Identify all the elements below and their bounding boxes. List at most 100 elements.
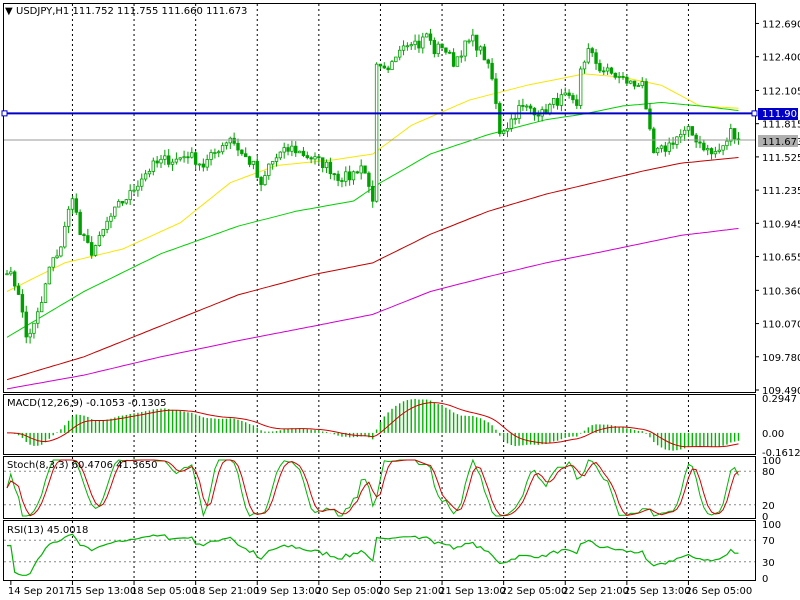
candle-body — [363, 165, 367, 174]
panel-frames — [3, 3, 756, 581]
candle-body — [555, 98, 560, 106]
candle-body — [97, 235, 102, 246]
time-tick-label: 22 Sep 05:00 — [501, 586, 568, 597]
candle-body — [344, 171, 348, 182]
stoch-title: Stoch(8,3,3) 60.4706 41.3650 — [7, 460, 158, 471]
candle-body — [725, 140, 729, 147]
candle-body — [213, 152, 217, 154]
candle-body — [136, 185, 140, 191]
candle-body — [629, 80, 633, 84]
candle-body — [494, 78, 498, 104]
candle-body — [270, 161, 275, 165]
candle-body — [240, 149, 244, 155]
time-tick-label: 15 Sep 13:00 — [69, 586, 136, 597]
candle-body — [652, 128, 656, 154]
candle-body — [486, 59, 490, 64]
candle-body — [20, 294, 25, 313]
candle-body — [209, 152, 213, 160]
candle-body — [405, 45, 410, 48]
candle-body — [709, 148, 714, 155]
rsi-tick-label: 0 — [762, 574, 768, 585]
candle-body — [528, 105, 533, 109]
candle-body — [432, 40, 437, 55]
stoch-signal-line — [6, 459, 739, 517]
rsi-tick-label: 70 — [762, 536, 775, 547]
candle-body — [732, 128, 737, 140]
candle-body — [182, 156, 186, 159]
candle-body — [159, 158, 163, 164]
candle-body — [9, 271, 13, 275]
candle-body — [679, 133, 683, 138]
candle-body — [436, 43, 440, 55]
candle-body — [682, 129, 687, 135]
candle-body — [367, 172, 371, 187]
candle-body — [193, 152, 198, 165]
candle-body — [297, 150, 302, 154]
candle-body — [690, 126, 694, 136]
candle-body — [613, 72, 617, 78]
candle-body — [78, 211, 82, 235]
candle-body — [667, 142, 671, 152]
candle-body — [598, 63, 602, 72]
candle-body — [521, 105, 525, 107]
candle-body — [605, 67, 610, 72]
candle-body — [224, 142, 229, 146]
price-tick-label: 110.360 — [762, 286, 800, 297]
candle-body — [36, 311, 40, 324]
candle-body — [86, 235, 90, 243]
rsi-tick-label: 30 — [762, 558, 775, 569]
candle-body — [59, 246, 63, 257]
candle-body — [559, 94, 564, 106]
candle-body — [713, 151, 718, 155]
candle-body — [220, 145, 225, 153]
candle-body — [482, 46, 487, 61]
candle-body — [332, 173, 336, 176]
candle-body — [636, 85, 641, 87]
candle-body — [243, 153, 248, 158]
hline-handle-left[interactable] — [1, 110, 8, 117]
candle-body — [471, 34, 475, 42]
candle-body — [655, 147, 660, 154]
stoch-tick-label: 20 — [762, 501, 775, 512]
time-tick-label: 19 Sep 13:00 — [254, 586, 321, 597]
candle-body — [320, 157, 325, 168]
candle-body — [324, 161, 329, 168]
macd-axis: 0.2947 0.00 -0.1612 — [762, 394, 800, 459]
candle-body — [478, 46, 483, 51]
hline-handle-right[interactable] — [751, 110, 758, 117]
candle-body — [409, 44, 413, 47]
candle-body — [32, 322, 36, 334]
candle-body — [594, 52, 598, 64]
price-panel-frame — [3, 3, 756, 393]
candle-body — [659, 145, 664, 149]
candle-body — [698, 141, 702, 144]
candle-body — [563, 92, 567, 96]
down-arrow-icon[interactable]: ▼ — [5, 6, 13, 17]
candle-body — [190, 152, 194, 158]
time-tick-label: 20 Sep 21:00 — [377, 586, 444, 597]
candle-body — [267, 163, 271, 176]
candle-body — [509, 118, 514, 129]
candle-body — [309, 157, 313, 160]
candle-body — [305, 155, 309, 159]
candle-body — [675, 136, 679, 145]
candle-body — [686, 126, 691, 131]
candle-body — [532, 107, 537, 116]
rsi-axis: 100 70 30 0 — [762, 520, 781, 585]
stoch-tick-label: 0 — [762, 512, 768, 523]
candle-body — [286, 147, 290, 152]
candle-body — [451, 52, 456, 67]
candle-body — [644, 81, 648, 110]
time-tick-label: 25 Sep 13:00 — [624, 586, 691, 597]
candle-body — [151, 160, 155, 172]
candle-body — [455, 56, 460, 67]
candle-body — [101, 229, 105, 236]
candle-body — [259, 176, 263, 186]
price-axis: 112.690 112.400 112.105 111.815 111.525 111.2… — [755, 19, 800, 397]
moving-average-line — [6, 157, 739, 381]
candle-body — [51, 257, 55, 268]
candle-body — [390, 61, 394, 71]
candle-body — [28, 332, 32, 338]
macd-tick-label: 0.2947 — [762, 394, 797, 405]
candle-body — [166, 155, 171, 165]
